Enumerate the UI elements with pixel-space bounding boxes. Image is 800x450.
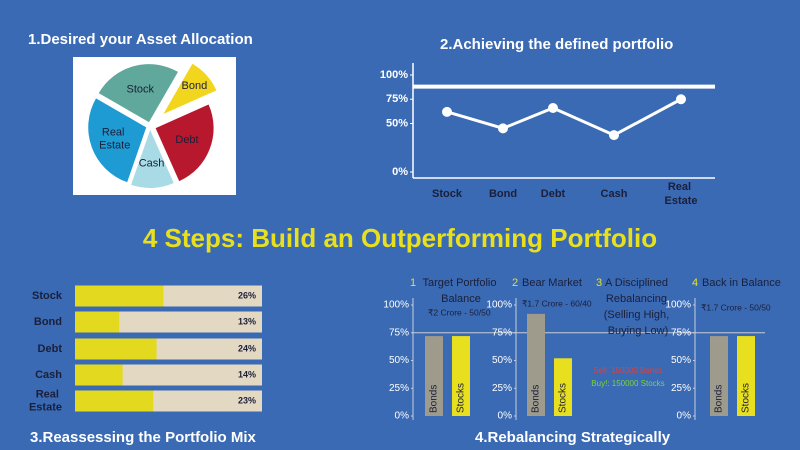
y-tick-label: 100% [665,300,691,311]
bar-label: Bonds [429,385,440,413]
slice-label: Debt [175,134,198,146]
y-tick-label: 100% [383,300,409,311]
bar [75,311,120,333]
y-tick-label: 100% [486,300,512,311]
y-tick-label: 0% [392,166,408,178]
x-tick-label: Real Estate [664,181,697,207]
panel-number: 4 [692,277,698,289]
line-point [676,94,686,105]
x-tick-label: Stock [432,188,463,200]
line-point [609,130,619,141]
main-title: 4 Steps: Build an Outperforming Portfoli… [143,223,657,253]
bar-label: Stocks [558,383,569,413]
value-label: 23% [238,395,256,405]
line-point [442,106,452,117]
pie-slice [88,98,147,183]
section-title: 2.Achieving the defined portfolio [440,36,673,53]
portfolio-line [446,97,682,137]
panel-number: 3 [596,277,602,289]
y-tick-label: 0% [498,411,513,422]
y-tick-label: 100% [380,69,408,81]
pie-slice [163,63,217,114]
x-tick-label: Cash [601,188,628,200]
section-title: 4.Rebalancing Strategically [475,429,671,446]
y-tick-label: 75% [389,327,409,338]
y-tick-label: 50% [386,117,408,129]
value-label: 13% [238,316,256,326]
pie-slice [98,64,178,123]
section-title: 1.Desired your Asset Allocation [28,31,253,48]
bar [75,338,157,360]
y-tick-label: 0% [677,411,692,422]
category-label: Bond [34,316,62,328]
slice-label: Real Estate [99,127,130,152]
pie-slice [131,129,174,188]
pie-slice [155,104,214,182]
bar-track [75,311,262,333]
section-title: 3.Reassessing the Portfolio Mix [30,429,257,446]
bar-label: Stocks [741,383,752,413]
category-label: Stock [32,290,63,302]
category-label: Cash [35,369,62,381]
bar [425,336,443,416]
panel-title: A Disciplined Rebalancing (Selling High,… [604,277,672,337]
value-label: 14% [238,369,256,379]
panel-number: 2 [512,277,518,289]
line-point [548,102,558,113]
x-tick-label: Debt [541,188,566,200]
panel-title: Target Portfolio Balance [422,277,499,305]
rebalance-note: Sell: 150000 Bonds [593,366,662,375]
panel-title: Bear Market [522,277,582,289]
y-tick-label: 25% [671,383,691,394]
bar-label: Bonds [714,385,725,413]
y-tick-label: 50% [492,355,512,366]
category-label: Debt [38,343,63,355]
value-label: 26% [238,290,256,300]
y-tick-label: 25% [492,383,512,394]
slice-label: Stock [127,84,155,96]
y-tick-label: 75% [386,93,408,105]
x-tick-label: Bond [489,188,517,200]
category-label: Real Estate [29,388,62,413]
bar [75,390,154,412]
bar-label: Bonds [531,385,542,413]
y-tick-label: 75% [671,327,691,338]
rebalance-note: Buy!: 150000 Stocks [591,379,664,388]
y-tick-label: 25% [389,383,409,394]
bar [527,313,545,416]
bar-label: Stocks [456,383,467,413]
panel-subtitle: ₹2 Crore - 50/50 [428,307,491,317]
y-tick-label: 50% [671,355,691,366]
y-tick-label: 75% [492,327,512,338]
bar [554,358,572,416]
panel-subtitle: ₹1.7 Crore - 60/40 [522,298,592,308]
panel-title: Back in Balance [702,277,781,289]
bar [452,336,470,416]
value-label: 24% [238,343,256,353]
bar [75,364,123,386]
y-tick-label: 0% [395,411,410,422]
bar [75,285,164,307]
slice-label: Bond [182,80,208,92]
y-tick-label: 50% [389,355,409,366]
panel-number: 1 [410,277,416,289]
bar [737,336,755,416]
bar [710,336,728,416]
panel-subtitle: ₹1.7 Crore - 50/50 [701,302,771,312]
slice-label: Cash [139,158,165,170]
line-point [498,123,508,134]
